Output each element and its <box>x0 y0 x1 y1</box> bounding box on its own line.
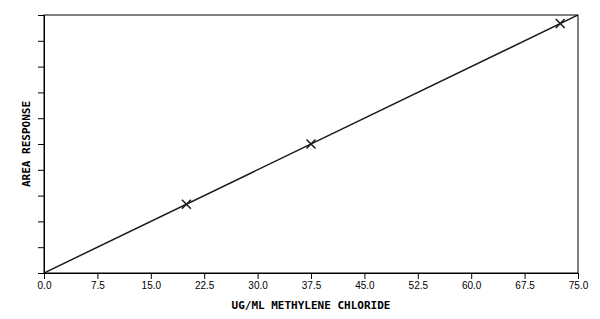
y-axis-title: AREA RESPONSE <box>20 101 33 187</box>
x-axis-tick-mark <box>364 273 365 279</box>
data-point <box>182 200 191 209</box>
y-axis-tick <box>38 67 44 68</box>
calibration-line <box>44 15 578 273</box>
x-axis-tick-mark <box>258 273 259 279</box>
x-axis-tick-mark <box>418 273 419 279</box>
plot-frame <box>44 15 578 273</box>
data-point <box>556 19 565 28</box>
x-axis-tick-mark <box>525 273 526 279</box>
x-axis-tick-label: 60.0 <box>462 280 482 291</box>
y-axis-tick <box>38 221 44 222</box>
x-axis-line <box>45 274 579 280</box>
y-axis-tick <box>38 41 44 42</box>
y-axis-tick <box>38 247 44 248</box>
x-axis-tick-label: 45.0 <box>355 280 375 291</box>
y-axis-tick <box>38 15 44 16</box>
x-axis-tick-label: 0.0 <box>38 280 52 291</box>
x-axis-tick: 7.5 <box>91 273 105 291</box>
marks <box>44 15 578 273</box>
x-axis-tick: 0.0 <box>38 273 52 291</box>
x-axis-tick-mark <box>578 273 579 279</box>
x-axis-tick: 75.0 <box>569 273 589 291</box>
y-axis-tick-mark <box>38 144 44 145</box>
y-axis-tick <box>38 118 44 119</box>
y-axis-tick-mark <box>38 118 44 119</box>
x-axis-tick-mark <box>204 273 205 279</box>
y-axis-tick-mark <box>38 247 44 248</box>
y-axis-tick-mark <box>38 15 44 16</box>
x-axis-tick-label: 37.5 <box>302 280 322 291</box>
x-axis-tick-label: 7.5 <box>91 280 105 291</box>
x-axis-tick: 60.0 <box>462 273 482 291</box>
x-axis: 0.0 7.5 15.0 22.5 30.0 37.5 45.0 52.5 60.0 67.5 75… <box>38 273 589 291</box>
y-axis-tick-mark <box>38 41 44 42</box>
x-axis-tick: 37.5 <box>302 273 322 291</box>
y-axis-tick <box>38 170 44 171</box>
y-axis-tick-mark <box>38 170 44 171</box>
x-axis-tick-mark <box>311 273 312 279</box>
y-axis-tick <box>38 144 44 145</box>
y-axis-tick-mark <box>38 196 44 197</box>
x-axis-tick-mark <box>151 273 152 279</box>
plot: 0.0 7.5 15.0 22.5 30.0 37.5 45.0 52.5 60.0 67.5 75… <box>38 15 589 291</box>
x-axis-tick: 45.0 <box>355 273 375 291</box>
x-axis-tick-mark <box>471 273 472 279</box>
y-axis-tick-mark <box>38 67 44 68</box>
y-axis-tick-mark <box>38 221 44 222</box>
y-axis-tick <box>38 92 44 93</box>
x-axis-tick: 22.5 <box>195 273 215 291</box>
chart: 0.0 7.5 15.0 22.5 30.0 37.5 45.0 52.5 60.0 67.5 75… <box>0 0 600 319</box>
y-axis-tick <box>38 273 44 274</box>
x-axis-tick-mark <box>97 273 98 279</box>
y-axis-tick <box>38 196 44 197</box>
y-axis-tick-mark <box>38 92 44 93</box>
y-axis-tick-mark <box>38 273 44 274</box>
x-axis-tick-label: 30.0 <box>248 280 268 291</box>
x-axis-tick: 52.5 <box>409 273 429 291</box>
x-axis-tick: 15.0 <box>142 273 162 291</box>
x-axis-tick-label: 75.0 <box>569 280 589 291</box>
x-axis-tick: 30.0 <box>248 273 268 291</box>
x-axis-title: UG/ML METHYLENE CHLORIDE <box>232 299 391 312</box>
x-axis-tick-label: 22.5 <box>195 280 215 291</box>
x-axis-tick-label: 52.5 <box>409 280 429 291</box>
x-axis-tick-label: 67.5 <box>515 280 535 291</box>
x-axis-tick-label: 15.0 <box>142 280 162 291</box>
data-point <box>307 140 316 149</box>
x-axis-tick: 67.5 <box>515 273 535 291</box>
